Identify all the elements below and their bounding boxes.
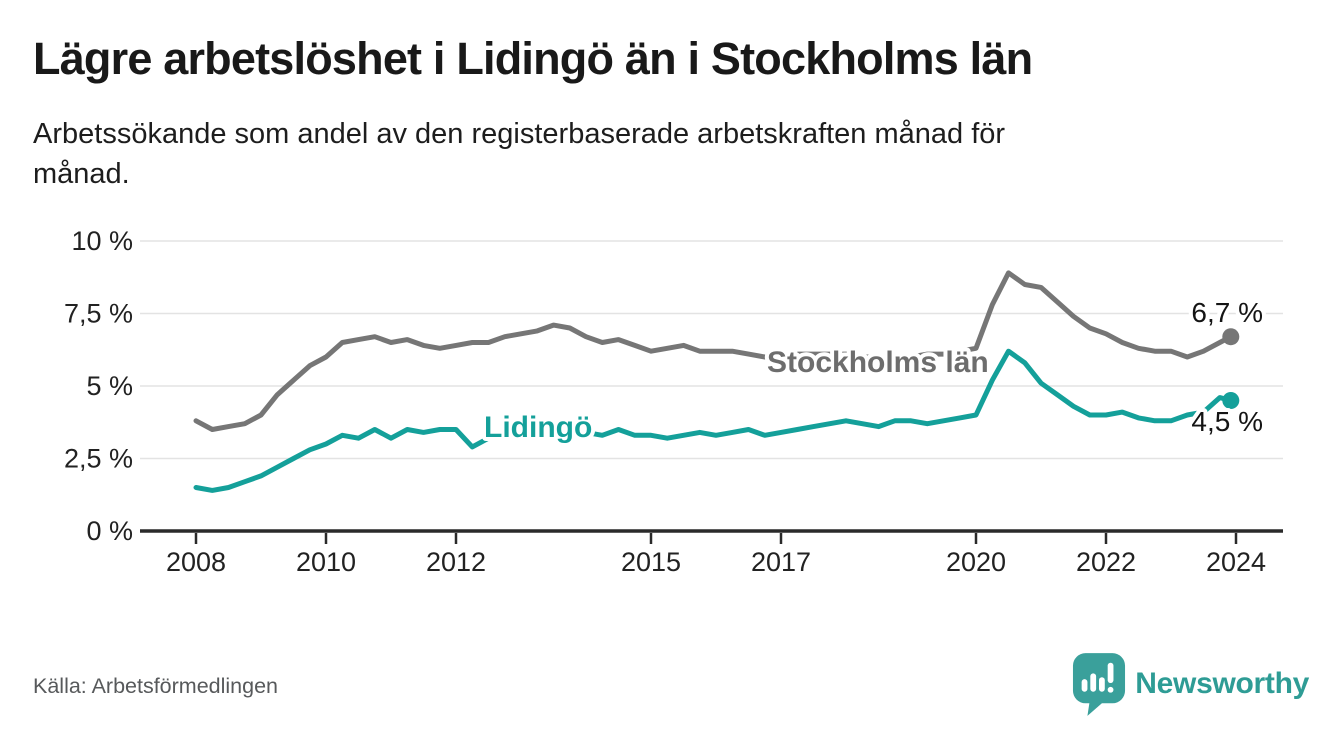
x-axis-label: 2022 (1076, 547, 1136, 577)
page-subtitle: Arbetssökande som andel av den registerb… (33, 118, 1006, 190)
x-axis-label: 2015 (621, 547, 681, 577)
y-axis-label: 5 % (86, 371, 133, 401)
y-axis-label: 0 % (86, 516, 133, 546)
x-axis-label: 2012 (426, 547, 486, 577)
gridlines-group (140, 240, 1283, 460)
end-dot-lidingo (1222, 392, 1240, 409)
newsworthy-brand-text: Newsworthy (1135, 667, 1309, 700)
x-axis-label: 2008 (166, 547, 226, 577)
end-dots-group (1222, 328, 1240, 409)
series-line-stockholm (193, 270, 1234, 432)
series-line-lidingo (193, 348, 1234, 493)
x-axis-label: 2024 (1206, 547, 1266, 577)
axis-group: 0 % 2,5 % 5 % 7,5 % 10 % 2008 2010 2012 2015 2017… (64, 226, 1283, 577)
end-dot-stockholm (1222, 328, 1240, 346)
series-label-stockholm: Stockholms län (767, 346, 989, 379)
end-value-label-stockholm: 6,7 % (1191, 297, 1263, 328)
page-title: Lägre arbetslöshet i Lidingö än i Stockh… (33, 33, 1033, 84)
series-lines-group (193, 270, 1234, 493)
y-axis-label: 2,5 % (64, 444, 133, 474)
series-label-lidingo: Lidingö (484, 411, 592, 444)
source-attribution: Källa: Arbetsförmedlingen (33, 674, 279, 698)
x-axis-label: 2010 (296, 547, 356, 577)
labels-group: Stockholms län Lidingö 6,7 % 4,5 % (480, 293, 1267, 448)
y-axis-label: 7,5 % (64, 299, 133, 329)
x-axis-label: 2020 (946, 547, 1006, 577)
newsworthy-pin-icon (1073, 653, 1126, 716)
x-axis-label: 2017 (751, 547, 811, 577)
newsworthy-logo: Newsworthy (1072, 652, 1309, 716)
end-value-label-lidingo: 4,5 % (1191, 406, 1263, 437)
y-axis-label: 10 % (71, 226, 133, 256)
